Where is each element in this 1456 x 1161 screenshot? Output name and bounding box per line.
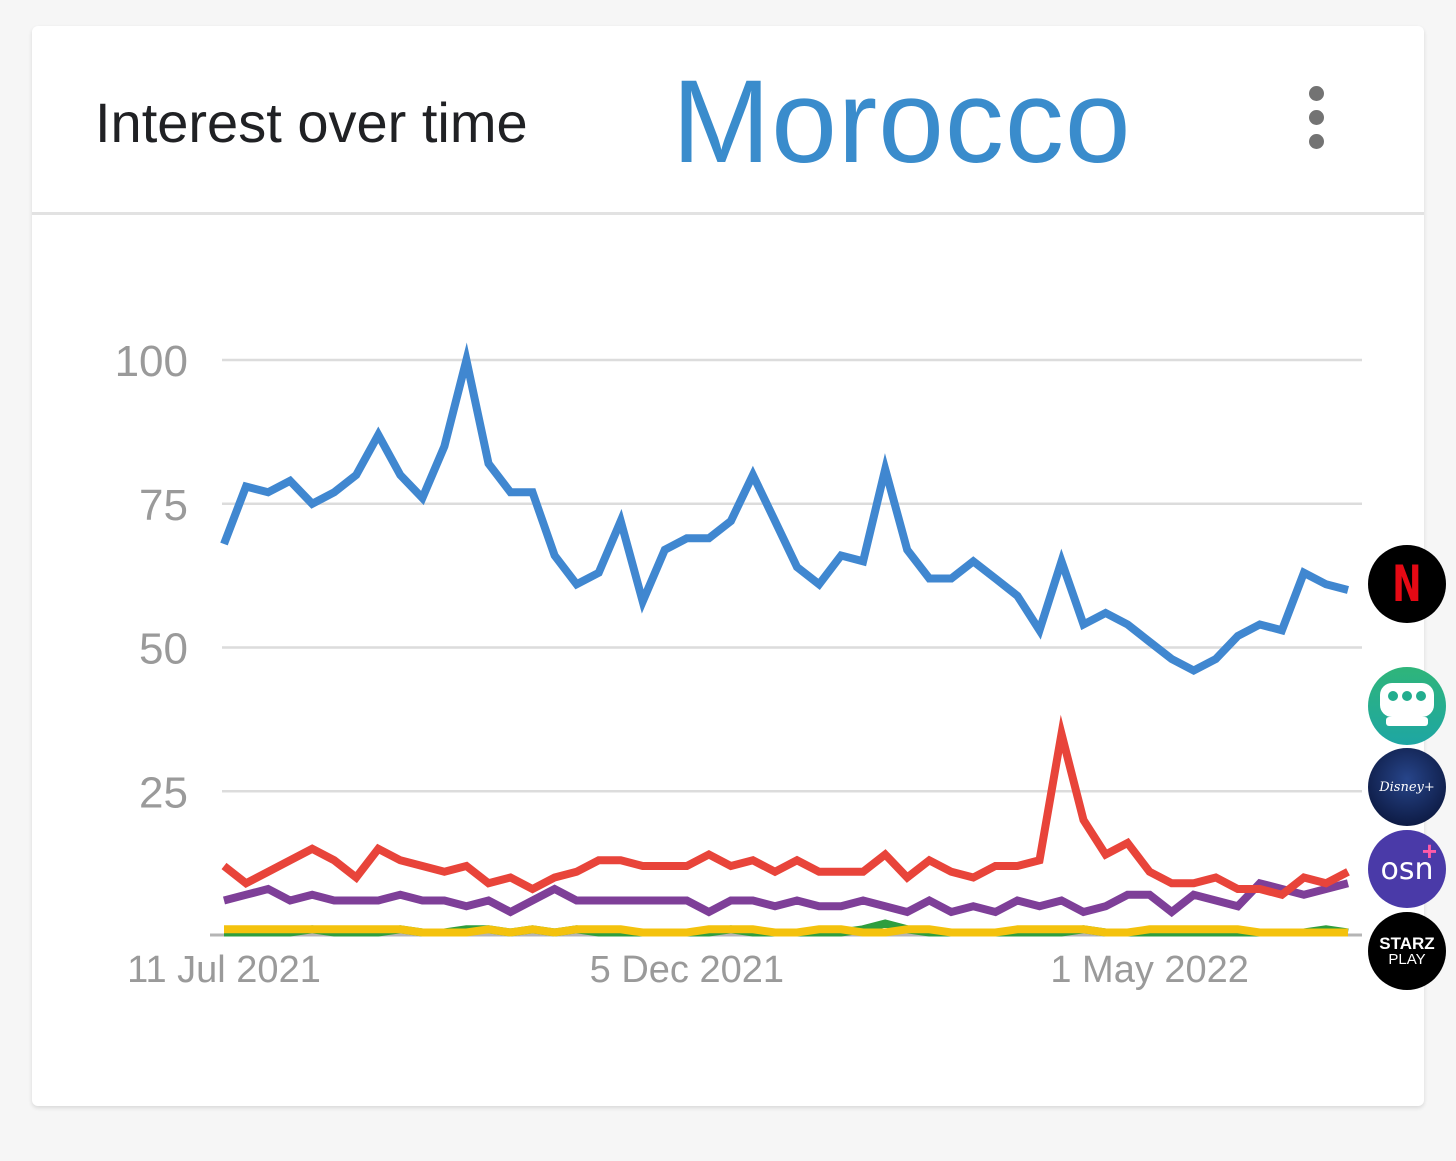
y-tick-label: 50 [139,625,188,674]
x-tick-label: 11 Jul 2021 [127,949,321,991]
starz-play-logo-icon: STARZ PLAY [1368,912,1446,990]
header-divider [32,212,1424,215]
osn-logo-plus: + [1421,836,1437,866]
osn-logo-text: osn [1380,851,1434,887]
starz-logo-subtext: PLAY [1388,951,1426,968]
netflix-logo-icon: N [1368,545,1446,623]
series-line-3 [224,925,1348,937]
series-line-2 [222,878,1350,918]
shahid-logo-icon [1368,667,1446,745]
shahid-logo-shape [1380,683,1434,726]
x-tick-label: 1 May 2022 [1050,949,1249,991]
interest-over-time-card: Interest over time Morocco 25 50 75 100 11 J… [32,26,1424,1106]
netflix-logo-letter: N [1392,555,1422,613]
y-tick-label: 75 [139,481,188,530]
menu-dot [1309,110,1324,125]
osn-plus-logo-icon: osn + [1368,830,1446,908]
starz-logo-text: STARZ [1379,934,1435,953]
disney-plus-logo-icon: Disney+ [1368,748,1446,826]
y-tick-label: 25 [139,768,188,817]
x-tick-label: 5 Dec 2021 [590,949,784,991]
menu-dot [1309,134,1324,149]
series-line-0 [220,342,1350,676]
more-options-icon[interactable] [1296,82,1336,154]
card-title: Interest over time [95,91,528,154]
y-tick-label: 100 [115,337,188,386]
line-chart: 25 50 75 100 11 Jul 2021 5 Dec 2021 1 May 2022 [115,337,1362,991]
disney-plus-logo-text: Disney+ [1379,779,1435,795]
series-line-1 [221,714,1350,900]
country-title: Morocco [672,56,1132,188]
menu-dot [1309,86,1324,101]
